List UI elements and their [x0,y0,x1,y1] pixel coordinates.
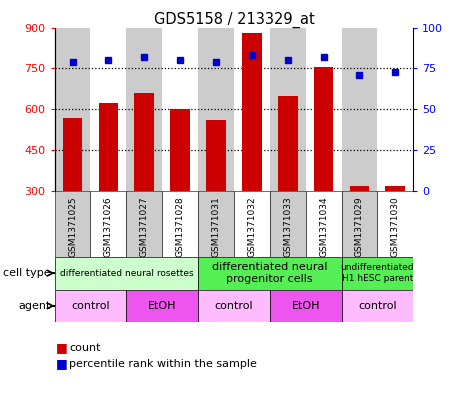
Bar [134,93,154,191]
Bar [314,67,333,191]
Text: GSM1371032: GSM1371032 [247,196,257,257]
Text: control: control [215,301,253,311]
Bar [342,28,378,191]
Bar [55,28,91,191]
Text: ■: ■ [56,341,68,354]
Bar [91,191,126,257]
Bar [234,191,270,257]
Bar [342,191,378,257]
Text: differentiated neural
progenitor cells: differentiated neural progenitor cells [212,263,328,284]
Bar [170,109,190,191]
Text: GSM1371034: GSM1371034 [319,196,328,257]
Text: GSM1371025: GSM1371025 [68,196,77,257]
Text: differentiated neural rosettes: differentiated neural rosettes [59,269,193,277]
Bar [198,290,270,322]
Text: GSM1371033: GSM1371033 [283,196,292,257]
Text: GSM1371028: GSM1371028 [176,196,185,257]
Text: count: count [69,343,100,353]
Bar [350,186,370,191]
Text: EtOH: EtOH [148,301,177,311]
Bar [270,191,306,257]
Bar [198,28,234,191]
Bar [342,290,413,322]
Text: ■: ■ [56,357,68,370]
Bar [126,28,162,191]
Bar [198,257,342,290]
Bar [278,96,298,191]
Text: GSM1371027: GSM1371027 [140,196,149,257]
Bar [126,191,162,257]
Bar [55,257,198,290]
Bar [242,33,262,191]
Text: control: control [358,301,397,311]
Bar [63,118,83,191]
Bar [378,191,413,257]
Bar [55,191,91,257]
Bar [306,28,342,191]
Text: cell type: cell type [3,268,51,278]
Bar [55,290,126,322]
Bar [91,28,126,191]
Bar [306,191,342,257]
Text: undifferentiated
H1 hESC parent: undifferentiated H1 hESC parent [341,263,414,283]
Bar [378,28,413,191]
Text: agent: agent [19,301,51,311]
Bar [98,103,118,191]
Bar [126,290,198,322]
Text: GSM1371026: GSM1371026 [104,196,113,257]
Bar [270,290,342,322]
Bar [385,186,405,191]
Bar [342,257,413,290]
Title: GDS5158 / 213329_at: GDS5158 / 213329_at [153,11,314,28]
Bar [162,191,198,257]
Text: control: control [71,301,110,311]
Text: EtOH: EtOH [292,301,320,311]
Bar [198,191,234,257]
Text: percentile rank within the sample: percentile rank within the sample [69,358,257,369]
Bar [206,120,226,191]
Text: GSM1371029: GSM1371029 [355,196,364,257]
Bar [234,28,270,191]
Text: GSM1371031: GSM1371031 [211,196,220,257]
Bar [270,28,306,191]
Text: GSM1371030: GSM1371030 [391,196,400,257]
Bar [162,28,198,191]
